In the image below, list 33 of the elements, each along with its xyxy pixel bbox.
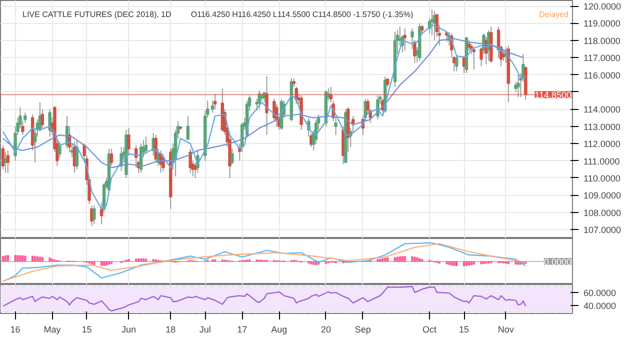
x-tick-label: Jun — [121, 324, 136, 334]
y-tick-label: 40.0000 — [584, 301, 616, 312]
y-tick-label: 116.0000 — [584, 70, 620, 80]
annotation: Delayed — [539, 10, 569, 19]
x-tick-label: Nov — [498, 324, 514, 334]
y-tick-label: 109.0000 — [584, 190, 622, 201]
x-tick-label: Jul — [199, 324, 211, 334]
annotation: O116.4250 H116.4250 L114.5500 C114.8500 -1.5750 (-1.35%) — [190, 10, 414, 19]
y-tick-label: 108.0000 — [584, 208, 622, 218]
x-tick-label: Sep — [354, 324, 371, 334]
x-tick-label: 18 — [166, 324, 176, 334]
ref-line-label: 114.8500 — [534, 90, 572, 100]
x-tick-label: 15 — [459, 324, 470, 334]
y-tick-label: 114.0000 — [584, 104, 620, 115]
y-tick-label: 113.0000 — [584, 122, 620, 132]
y-tick-label: 119.0000 — [584, 18, 620, 29]
y-tick-label: 111.0000 — [584, 156, 620, 166]
y-tick-label: 118.0000 — [584, 36, 620, 46]
x-tick-label: May — [44, 324, 62, 334]
x-tick-label: Aug — [271, 324, 288, 334]
x-tick-label: 17 — [237, 324, 248, 334]
y-tick-label: 110.0000 — [584, 173, 620, 184]
x-tick-label: Oct — [422, 324, 437, 334]
y-tick-label: 107.0000 — [584, 225, 622, 236]
x-tick-label: 16 — [10, 324, 20, 334]
y-tick-label: 120.0000 — [584, 2, 622, 12]
x-tick-label: 15 — [82, 324, 92, 334]
ref-line-label: 0.0000 — [544, 257, 572, 267]
y-tick-label: 60.0000 — [584, 288, 616, 298]
y-tick-label: 112.0000 — [584, 139, 620, 150]
y-tick-label: 117.0000 — [584, 53, 620, 64]
text: LIVE CATTLE FUTURES (DEC 2018), 1D — [22, 10, 172, 19]
x-tick-label: 20 — [320, 324, 331, 334]
